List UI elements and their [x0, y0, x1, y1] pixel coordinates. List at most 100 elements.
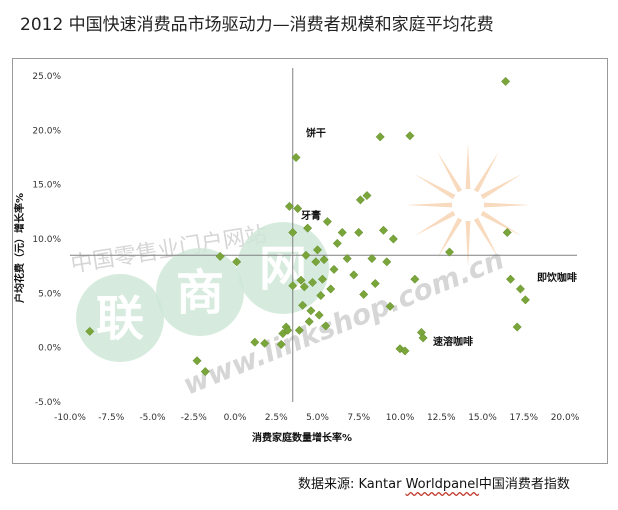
data-point [200, 367, 210, 377]
y-tick-label: 15.0% [32, 181, 61, 191]
data-point [362, 190, 372, 201]
data-point [512, 322, 522, 332]
x-axis-title: 消费家庭数量增长率% [252, 431, 352, 444]
data-point [288, 227, 298, 238]
data-point [284, 201, 295, 211]
data-point [301, 250, 311, 260]
data-points [85, 76, 530, 377]
data-point [291, 152, 301, 163]
x-tick-label: 5.0% [306, 413, 329, 423]
watermark-logo-char: 联 [96, 291, 144, 347]
x-tick-label: -5.0% [139, 413, 166, 423]
data-point [354, 227, 364, 238]
data-point [501, 76, 511, 86]
data-point [276, 339, 286, 349]
data-point [317, 274, 328, 284]
data-point [306, 306, 316, 316]
data-point [296, 275, 306, 285]
watermark-sun-icon [406, 143, 530, 267]
data-point [283, 325, 293, 335]
y-tick-label: 0.0% [38, 344, 61, 354]
watermark-logo-circle [237, 222, 329, 314]
data-point [293, 204, 303, 214]
data-point [314, 310, 324, 320]
data-point [85, 326, 95, 336]
watermark-logo-char: 网 [259, 241, 307, 297]
data-point [370, 278, 380, 289]
data-point [312, 245, 323, 255]
data-point [232, 257, 242, 267]
data-point [299, 282, 309, 292]
data-point [307, 277, 318, 288]
data-point [319, 255, 329, 265]
data-point [388, 234, 398, 244]
data-point [349, 270, 359, 280]
watermark: 中国零售业门户网站联商网www.linkshop.com.cn [69, 143, 530, 401]
data-point [410, 274, 420, 284]
data-point [329, 264, 339, 274]
data-point [326, 284, 336, 294]
watermark-logo-char: 商 [176, 265, 224, 321]
x-tick-label: -2.5% [181, 413, 208, 423]
data-point [321, 321, 331, 331]
x-tick-label: -10.0% [54, 413, 86, 423]
source-brand: Worldpanel [405, 477, 479, 492]
source-prefix: 数据来源: Kantar [298, 477, 406, 492]
data-source-note: 数据来源: Kantar Worldpanel中国消费者指数 [298, 473, 570, 492]
data-point [215, 251, 225, 261]
data-point [502, 227, 512, 238]
data-point [322, 217, 332, 227]
point-annotation: 速溶咖啡 [433, 335, 473, 348]
x-tick-label: 7.5% [347, 413, 370, 423]
source-suffix: 中国消费者指数 [478, 477, 570, 492]
data-point [355, 195, 365, 205]
x-tick-label: 12.5% [427, 413, 456, 423]
y-tick-label: -5.0% [35, 398, 62, 408]
data-point [288, 281, 298, 291]
y-tick-label: 25.0% [32, 72, 61, 82]
data-point [311, 257, 321, 267]
y-tick-label: 5.0% [38, 289, 61, 299]
data-point [382, 257, 392, 267]
data-point [367, 254, 377, 264]
y-tick-label: 20.0% [32, 126, 61, 136]
data-point [250, 337, 260, 347]
x-tick-label: 10.0% [386, 413, 415, 423]
y-tick-label: 10.0% [32, 235, 61, 245]
data-point [385, 301, 395, 311]
chart-title: 2012 中国快速消费品市场驱动力—消费者规模和家庭平均花费 [20, 15, 494, 35]
data-point [405, 131, 415, 141]
data-point [359, 289, 369, 299]
watermark-logo-circle [76, 274, 164, 362]
data-point [303, 223, 313, 233]
data-point [298, 300, 308, 310]
x-tick-label: 17.5% [509, 413, 538, 423]
watermark-logo-circle [156, 248, 244, 336]
data-point [332, 238, 342, 248]
data-point [316, 290, 326, 301]
data-point [444, 247, 455, 257]
data-point [342, 254, 352, 264]
data-point [400, 346, 410, 356]
x-tick-label: -7.5% [98, 413, 125, 423]
x-tick-label: 15.0% [468, 413, 497, 423]
data-point [505, 274, 516, 284]
data-point [192, 356, 202, 366]
data-point [294, 325, 304, 335]
x-tick-label: 20.0% [551, 413, 580, 423]
data-point [304, 317, 314, 327]
axes: -10.0% -7.5% -5.0% -2.5% 0.0% 2.5% 5.0% 7.5% 10.… [13, 68, 580, 444]
data-point [337, 227, 347, 238]
plot-frame [12, 58, 608, 464]
point-annotation: 牙膏 [301, 209, 321, 222]
data-point [378, 225, 389, 235]
data-point [520, 295, 530, 305]
point-annotation: 饼干 [306, 127, 326, 140]
x-tick-label: 0.0% [224, 413, 247, 423]
point-annotation: 即饮咖啡 [537, 271, 577, 284]
y-axis-title: 户均花费（元）增长率% [13, 193, 26, 304]
x-tick-label: 2.5% [265, 413, 288, 423]
data-point [418, 333, 428, 343]
